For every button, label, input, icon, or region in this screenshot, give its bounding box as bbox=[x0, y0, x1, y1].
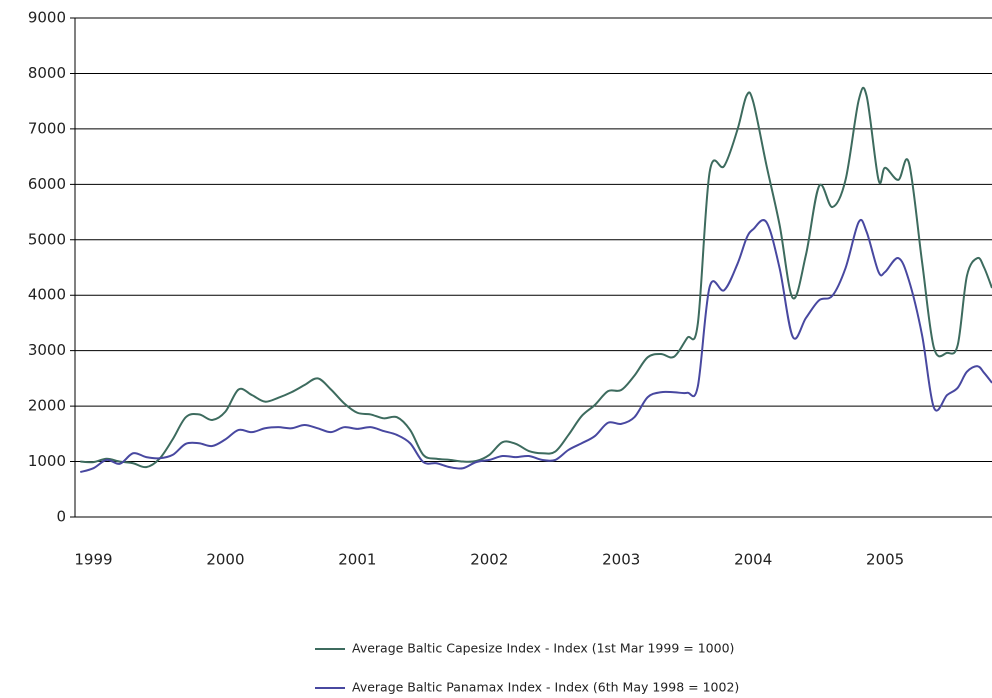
series-line bbox=[79, 218, 992, 474]
x-tick-label: 2002 bbox=[470, 551, 508, 569]
x-tick-label: 2005 bbox=[866, 551, 904, 569]
y-tick-label: 9000 bbox=[28, 9, 66, 27]
x-tick-label: 2003 bbox=[602, 551, 640, 569]
legend-text: Average Baltic Capesize Index - Index (1… bbox=[352, 641, 734, 656]
y-tick-label: 6000 bbox=[28, 175, 66, 193]
y-tick-label: 1000 bbox=[28, 452, 66, 470]
legend-text: Average Baltic Panamax Index - Index (6t… bbox=[352, 680, 739, 695]
x-tick-label: 2000 bbox=[206, 551, 244, 569]
y-tick-label: 5000 bbox=[28, 230, 66, 248]
x-tick-label: 2001 bbox=[338, 551, 376, 569]
y-tick-label: 8000 bbox=[28, 64, 66, 82]
y-tick-label: 0 bbox=[56, 508, 66, 526]
y-tick-label: 7000 bbox=[28, 119, 66, 137]
y-tick-label: 4000 bbox=[28, 286, 66, 304]
series-line bbox=[80, 86, 992, 469]
x-tick-label: 2004 bbox=[734, 551, 772, 569]
y-tick-label: 3000 bbox=[28, 341, 66, 359]
x-tick-label: 1999 bbox=[74, 551, 112, 569]
y-tick-label: 2000 bbox=[28, 397, 66, 415]
